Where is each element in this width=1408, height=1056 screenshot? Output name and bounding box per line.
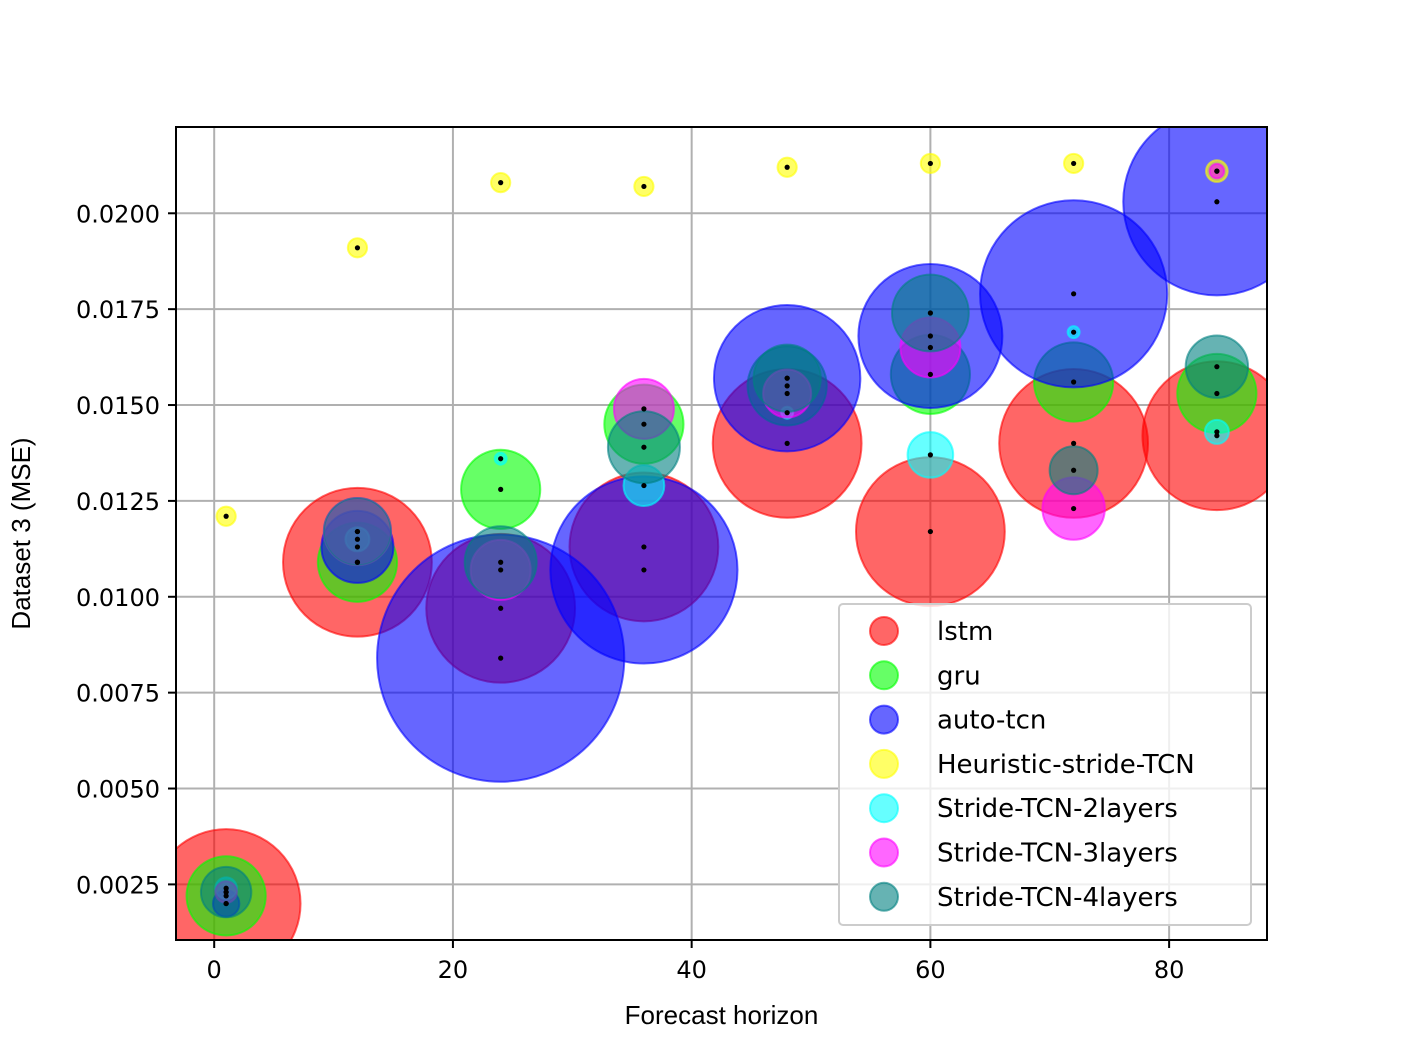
y-tick-label: 0.0050 [76, 776, 160, 804]
y-tick-label: 0.0200 [76, 200, 160, 228]
legend-label-stride-tcn-2layers: Stride-TCN-2layers [937, 794, 1178, 824]
point-center-gru [498, 486, 504, 492]
legend-marker-lstm [869, 616, 899, 646]
x-axis-title: Forecast horizon [625, 1000, 819, 1030]
y-tick-label: 0.0175 [76, 296, 160, 324]
point-center-stride-tcn-4layers [1214, 364, 1220, 370]
legend-label-lstm: lstm [937, 617, 993, 647]
legend-marker-stride-tcn-3layers [869, 837, 899, 868]
point-center-stride-tcn-3layers [1214, 168, 1220, 174]
point-center-gru [641, 421, 647, 427]
legend-marker-heuristic-stride-tcn [869, 748, 899, 779]
legend-label-gru: gru [937, 661, 981, 691]
point-center-gru [1071, 379, 1077, 385]
x-tick-label: 0 [207, 956, 222, 984]
legend-items: lstm gru auto-tcn Heuristic-stride-TCN Strid… [869, 616, 1195, 913]
point-center-lstm [1071, 440, 1077, 446]
point-center-heuristic-stride-tcn [498, 180, 504, 186]
point-center-auto-tcn [1071, 291, 1077, 297]
legend-marker-auto-tcn [869, 704, 899, 735]
x-tick-label: 80 [1154, 956, 1185, 984]
point-center-stride-tcn-4layers [354, 528, 361, 535]
point-center-stride-tcn-2layers [354, 536, 361, 542]
x-tick-label: 40 [676, 956, 707, 984]
legend-marker-stride-tcn-2layers [869, 793, 899, 824]
x-tick-label: 20 [438, 956, 469, 984]
point-center-auto-tcn [927, 333, 933, 339]
point-center-stride-tcn-2layers [223, 885, 229, 891]
point-center-stride-tcn-3layers [1071, 505, 1077, 512]
point-center-auto-tcn [1214, 199, 1220, 205]
legend: lstm gru auto-tcn Heuristic-stride-TCN Strid… [838, 603, 1252, 926]
bubble-auto-tcn [1122, 127, 1267, 297]
point-center-heuristic-stride-tcn [641, 183, 647, 190]
y-tick-label: 0.0100 [76, 584, 160, 612]
point-center-gru [354, 559, 361, 565]
y-tick-label: 0.0025 [76, 871, 160, 899]
point-center-auto-tcn [641, 567, 647, 573]
point-centers [223, 160, 1220, 907]
point-center-stride-tcn-4layers [784, 375, 790, 381]
point-center-stride-tcn-4layers [927, 310, 933, 316]
point-center-lstm [784, 440, 790, 446]
plot-frame [175, 126, 1268, 941]
x-tick-label: 60 [915, 956, 946, 984]
point-center-lstm [498, 605, 504, 611]
legend-label-auto-tcn: auto-tcn [937, 706, 1046, 736]
point-center-stride-tcn-4layers [1071, 467, 1077, 473]
point-center-auto-tcn [498, 655, 504, 661]
y-tick-label: 0.0075 [76, 680, 160, 708]
legend-box [838, 603, 1252, 926]
point-center-stride-tcn-3layers [498, 567, 504, 573]
point-center-heuristic-stride-tcn [927, 160, 933, 167]
point-center-gru [927, 371, 933, 377]
point-center-stride-tcn-3layers [927, 344, 933, 351]
point-center-stride-tcn-3layers [784, 390, 790, 397]
point-center-stride-tcn-2layers [927, 452, 933, 458]
y-tick-label: 0.0125 [76, 488, 160, 516]
point-center-stride-tcn-4layers [223, 889, 229, 895]
point-center-heuristic-stride-tcn [223, 513, 229, 519]
point-center-lstm [1214, 433, 1220, 439]
point-center-stride-tcn-2layers [1214, 429, 1220, 435]
legend-marker-gru [869, 660, 899, 691]
point-center-stride-tcn-4layers [498, 559, 504, 565]
point-center-stride-tcn-2layers [641, 482, 647, 489]
y-axis-title: Dataset 3 (MSE) [6, 437, 36, 629]
point-center-stride-tcn-2layers [498, 456, 504, 462]
point-center-stride-tcn-2layers [784, 410, 790, 416]
point-center-heuristic-stride-tcn [1071, 160, 1077, 167]
legend-label-stride-tcn-4layers: Stride-TCN-4layers [937, 883, 1178, 913]
point-center-stride-tcn-2layers [1071, 329, 1077, 335]
ticks: 0 20 40 60 80 0.0025 0.0050 0.0075 0.0100 0.0125 0… [76, 200, 1184, 984]
point-center-gru [223, 893, 229, 899]
legend-marker-stride-tcn-4layers [869, 881, 899, 912]
point-center-stride-tcn-3layers [641, 406, 647, 412]
point-center-auto-tcn [354, 544, 361, 550]
point-center-heuristic-stride-tcn [354, 245, 361, 251]
point-center-heuristic-stride-tcn [784, 164, 790, 170]
y-tick-label: 0.0150 [76, 392, 160, 420]
legend-label-heuristic-stride-tcn: Heuristic-stride-TCN [937, 750, 1195, 780]
point-center-lstm [641, 544, 647, 550]
point-center-gru [784, 383, 790, 389]
point-center-lstm [927, 528, 933, 535]
point-center-auto-tcn [223, 900, 229, 907]
point-center-gru [1214, 390, 1220, 397]
point-center-stride-tcn-4layers [641, 444, 647, 450]
legend-label-stride-tcn-3layers: Stride-TCN-3layers [937, 839, 1178, 869]
